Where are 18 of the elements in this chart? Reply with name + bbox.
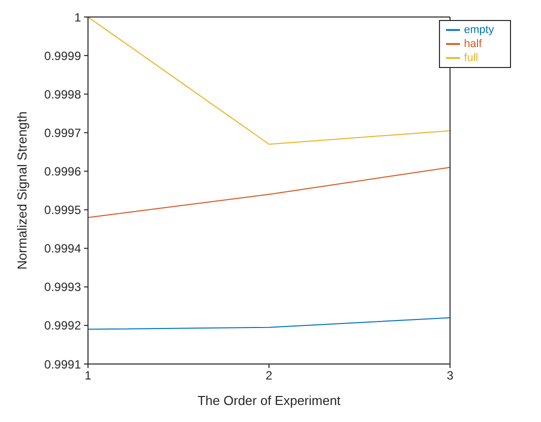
x-axis-title: The Order of Experiment (197, 393, 341, 408)
y-tick-label: 0.9994 (44, 242, 82, 256)
y-tick-label: 0.9991 (44, 357, 82, 372)
x-tick-label: 3 (446, 368, 454, 383)
x-tick-label: 1 (84, 368, 92, 383)
y-axis-title: Normalized Signal Strength (14, 111, 30, 270)
y-tick-label: 0.9996 (44, 164, 82, 178)
x-tick-label: 2 (266, 368, 273, 383)
y-tick-label: 0.9998 (44, 87, 82, 102)
legend-label: full (464, 52, 478, 64)
y-tick-label: 0.9995 (44, 203, 82, 218)
y-tick-label: 0.9997 (44, 126, 82, 140)
y-tick-label: 0.9992 (44, 318, 82, 333)
y-tick-label: 0.9993 (44, 280, 82, 294)
y-tick-label: 1 (74, 10, 82, 24)
y-tick-label: 0.9999 (44, 48, 82, 63)
legend-label: half (464, 38, 482, 50)
legend-label: empty (464, 24, 494, 36)
